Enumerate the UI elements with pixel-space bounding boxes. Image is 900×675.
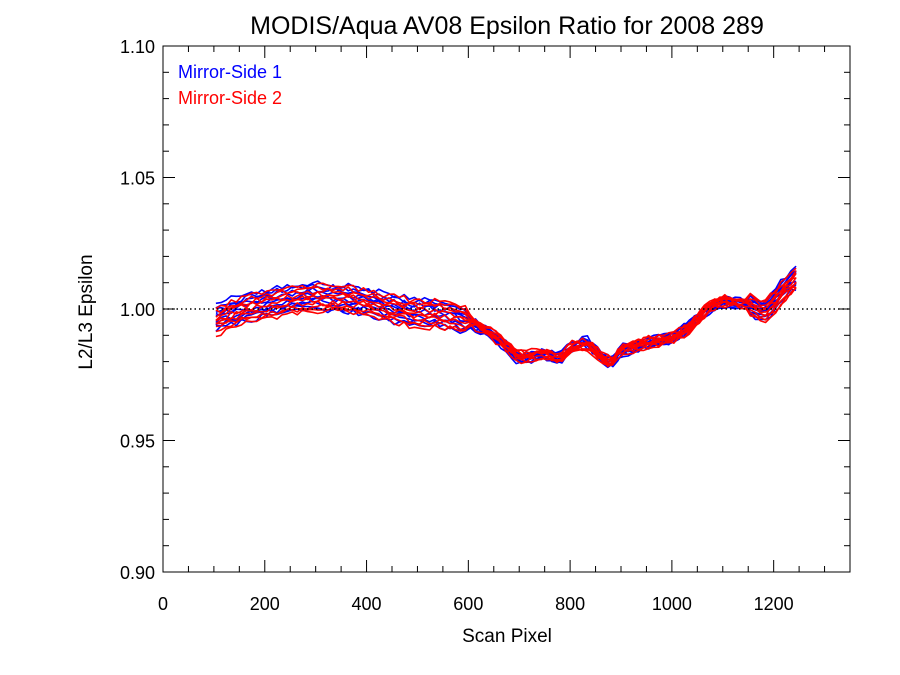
series-lines	[215, 265, 797, 369]
axis-ticks	[162, 45, 851, 573]
y-tick-label: 1.00	[120, 300, 155, 320]
x-tick-label: 1000	[652, 594, 692, 614]
x-tick-label: 800	[555, 594, 585, 614]
series-line-2	[215, 272, 797, 359]
x-axis-label: Scan Pixel	[462, 626, 552, 647]
legend: Mirror-Side 1 Mirror-Side 2	[178, 62, 282, 108]
x-tick-label: 200	[250, 594, 280, 614]
x-tick-label: 1200	[754, 594, 794, 614]
chart-title: MODIS/Aqua AV08 Epsilon Ratio for 2008 2…	[250, 12, 764, 40]
series-line-2	[215, 267, 797, 360]
y-tick-label: 0.90	[120, 563, 155, 583]
x-tick-label: 600	[453, 594, 483, 614]
y-tick-label: 0.95	[120, 432, 155, 452]
y-tick-label: 1.10	[120, 37, 155, 57]
legend-entry-mirror-side-1: Mirror-Side 1	[178, 62, 282, 82]
x-tick-label: 400	[352, 594, 382, 614]
series-line-2	[215, 276, 797, 361]
tick-labels: 0 200 400 600 800 1000 1200 0.90 0.95 1.00 1.05 1.1…	[120, 37, 794, 614]
x-tick-label: 0	[158, 594, 168, 614]
y-tick-label: 1.05	[120, 169, 155, 189]
y-axis-label: L2/L3 Epsilon	[76, 254, 97, 369]
legend-entry-mirror-side-2: Mirror-Side 2	[178, 88, 282, 108]
